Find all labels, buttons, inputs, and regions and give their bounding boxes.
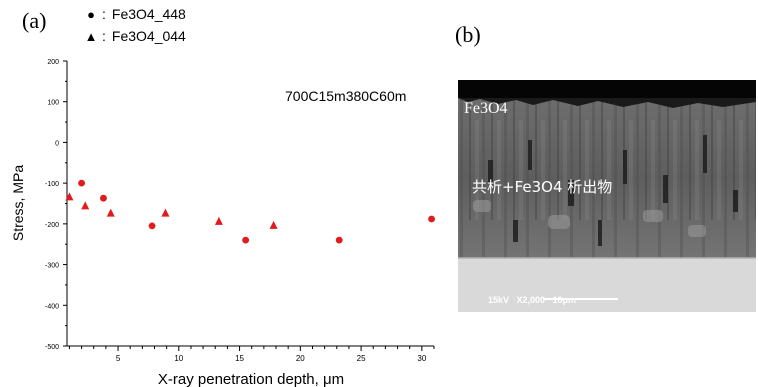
legend-label: Fe3O4_448 xyxy=(111,6,186,22)
y-tick-label: -100 xyxy=(45,181,59,188)
sem-micrograph: Fe3O4 共析+Fe3O4 析出物 15kV X2,000 10μm xyxy=(458,80,756,312)
data-point-triangle xyxy=(81,201,90,210)
x-tick-label: 30 xyxy=(417,354,426,363)
data-point-circle xyxy=(100,194,107,202)
legend-separator: : xyxy=(102,6,106,22)
legend-separator: : xyxy=(102,28,106,44)
panel-label-a: (a) xyxy=(22,8,47,33)
x-tick-label: 20 xyxy=(296,354,305,363)
sem-scale-info: 15kV X2,000 10μm xyxy=(488,295,577,305)
y-tick-label: -200 xyxy=(45,222,59,229)
micrograph-image xyxy=(458,80,756,312)
x-tick-label: 10 xyxy=(174,354,183,363)
panel-label-b: (b) xyxy=(455,22,481,47)
data-point-triangle xyxy=(65,192,74,201)
x-tick-label: 5 xyxy=(116,354,121,363)
oxide-layer-label: Fe3O4 xyxy=(464,100,508,117)
y-tick-label: 100 xyxy=(47,100,59,107)
legend-item-fe3o4-044: ▲ : Fe3O4_044 xyxy=(84,28,186,44)
chart-marks xyxy=(65,179,435,244)
y-tick-label: 0 xyxy=(55,140,59,147)
triangle-marker-icon: ▲ xyxy=(84,28,98,44)
chart-axes: -500 -400 -300 -200 -100 0 100 200 5 10 15 20 25 30 xyxy=(45,59,435,363)
y-tick-label: -300 xyxy=(45,263,59,270)
y-tick-label: 200 xyxy=(47,59,59,66)
data-point-circle xyxy=(242,236,250,244)
scale-bar xyxy=(543,298,618,300)
x-tick-label: 25 xyxy=(357,354,366,363)
data-point-triangle xyxy=(214,216,223,225)
data-point-triangle xyxy=(161,208,170,217)
stress-scatter-chart: -500 -400 -300 -200 -100 0 100 200 5 10 15 20 25 30 7… xyxy=(10,59,435,387)
data-point-circle xyxy=(78,179,85,187)
y-tick-label: -500 xyxy=(45,344,59,351)
x-axis-label: X-ray penetration depth, μm xyxy=(158,371,344,387)
legend-label: Fe3O4_044 xyxy=(111,28,186,44)
x-tick-label: 15 xyxy=(235,354,244,363)
chart-annotation: 700C15m380C60m xyxy=(285,88,406,104)
data-point-circle xyxy=(428,215,435,223)
data-point-circle xyxy=(335,236,343,244)
y-axis-label: Stress, MPa xyxy=(10,165,26,241)
data-point-triangle xyxy=(269,220,278,229)
region-label: 共析+Fe3O4 析出物 xyxy=(472,178,613,196)
circle-marker-icon: ● xyxy=(87,6,95,22)
y-tick-label: -400 xyxy=(45,303,59,310)
legend-item-fe3o4-448: ● : Fe3O4_448 xyxy=(84,6,186,22)
data-point-triangle xyxy=(106,208,115,217)
data-point-circle xyxy=(148,222,156,230)
